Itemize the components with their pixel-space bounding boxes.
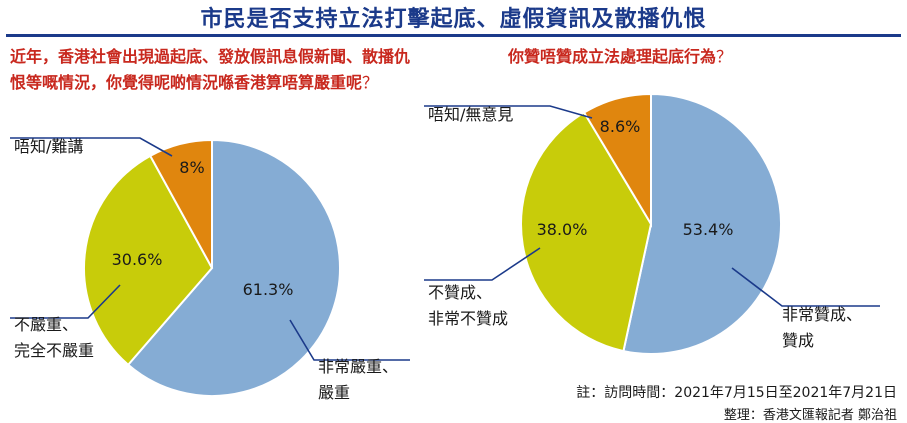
pie-slice bbox=[582, 92, 652, 228]
slice-category-label: 贊成 bbox=[782, 331, 814, 350]
pie-slice bbox=[126, 138, 341, 397]
slice-category-label: 非常不贊成 bbox=[428, 309, 508, 328]
slice-category-label: 非常嚴重、 bbox=[318, 357, 398, 376]
slice-value-label: 61.3% bbox=[243, 280, 294, 299]
slice-value-label: 38.0% bbox=[537, 220, 588, 239]
credit-line: 整理：香港文匯報記者 鄭治祖 bbox=[723, 408, 897, 423]
pie-chart-2: 53.4% 非常贊成、贊成 38.0% 不贊成、非常不贊成 8.6% 唔知/無意見 bbox=[424, 92, 880, 355]
question-1-mark: ？ bbox=[362, 73, 379, 92]
leader-line bbox=[731, 267, 880, 307]
survey-note: 註：訪問時間：2021年7月15日至2021年7月21日 bbox=[576, 385, 897, 401]
pie-slice bbox=[82, 154, 214, 367]
title-divider bbox=[6, 34, 901, 37]
slice-category-label: 不贊成、 bbox=[428, 283, 492, 302]
slice-value-label: 53.4% bbox=[683, 220, 734, 239]
slice-value-label: 8% bbox=[179, 158, 204, 177]
slice-category-label: 唔知/無意見 bbox=[428, 105, 513, 124]
slice-category-label: 嚴重 bbox=[318, 383, 350, 402]
leader-line bbox=[424, 105, 593, 119]
leader-line bbox=[10, 137, 173, 157]
pie-chart-1: 61.3% 非常嚴重、嚴重 30.6% 不嚴重、完全不嚴重 8% 唔知/難講 bbox=[10, 137, 410, 402]
leader-line bbox=[10, 284, 121, 319]
slice-value-label: 30.6% bbox=[112, 250, 163, 269]
slice-category-label: 唔知/難講 bbox=[14, 137, 83, 156]
slice-category-label: 完全不嚴重 bbox=[14, 341, 94, 360]
leader-line bbox=[289, 319, 410, 361]
slice-category-label: 非常贊成、 bbox=[782, 305, 862, 324]
question-2: 你贊唔贊成立法處理起底行為？ bbox=[508, 44, 838, 70]
slice-value-label: 8.6% bbox=[600, 117, 641, 136]
question-1: 近年，香港社會出現過起底、發放假訊息假新聞、散播仇恨等嘅情況，你覺得呢啲情況喺香… bbox=[10, 44, 420, 96]
question-2-text: 你贊唔贊成立法處理起底行為 bbox=[508, 47, 717, 66]
pie-slice bbox=[520, 111, 653, 353]
header: 市民是否支持立法打擊起底、虛假資訊及散播仇恨 bbox=[0, 0, 907, 34]
page-title: 市民是否支持立法打擊起底、虛假資訊及散播仇恨 bbox=[200, 6, 707, 32]
pie-slice bbox=[622, 92, 782, 355]
question-2-mark: ？ bbox=[716, 47, 733, 66]
slice-category-label: 不嚴重、 bbox=[14, 315, 78, 334]
question-1-text: 近年，香港社會出現過起底、發放假訊息假新聞、散播仇恨等嘅情況，你覺得呢啲情況喺香… bbox=[10, 47, 411, 92]
leader-line bbox=[424, 247, 541, 281]
pie-slice bbox=[148, 138, 213, 269]
